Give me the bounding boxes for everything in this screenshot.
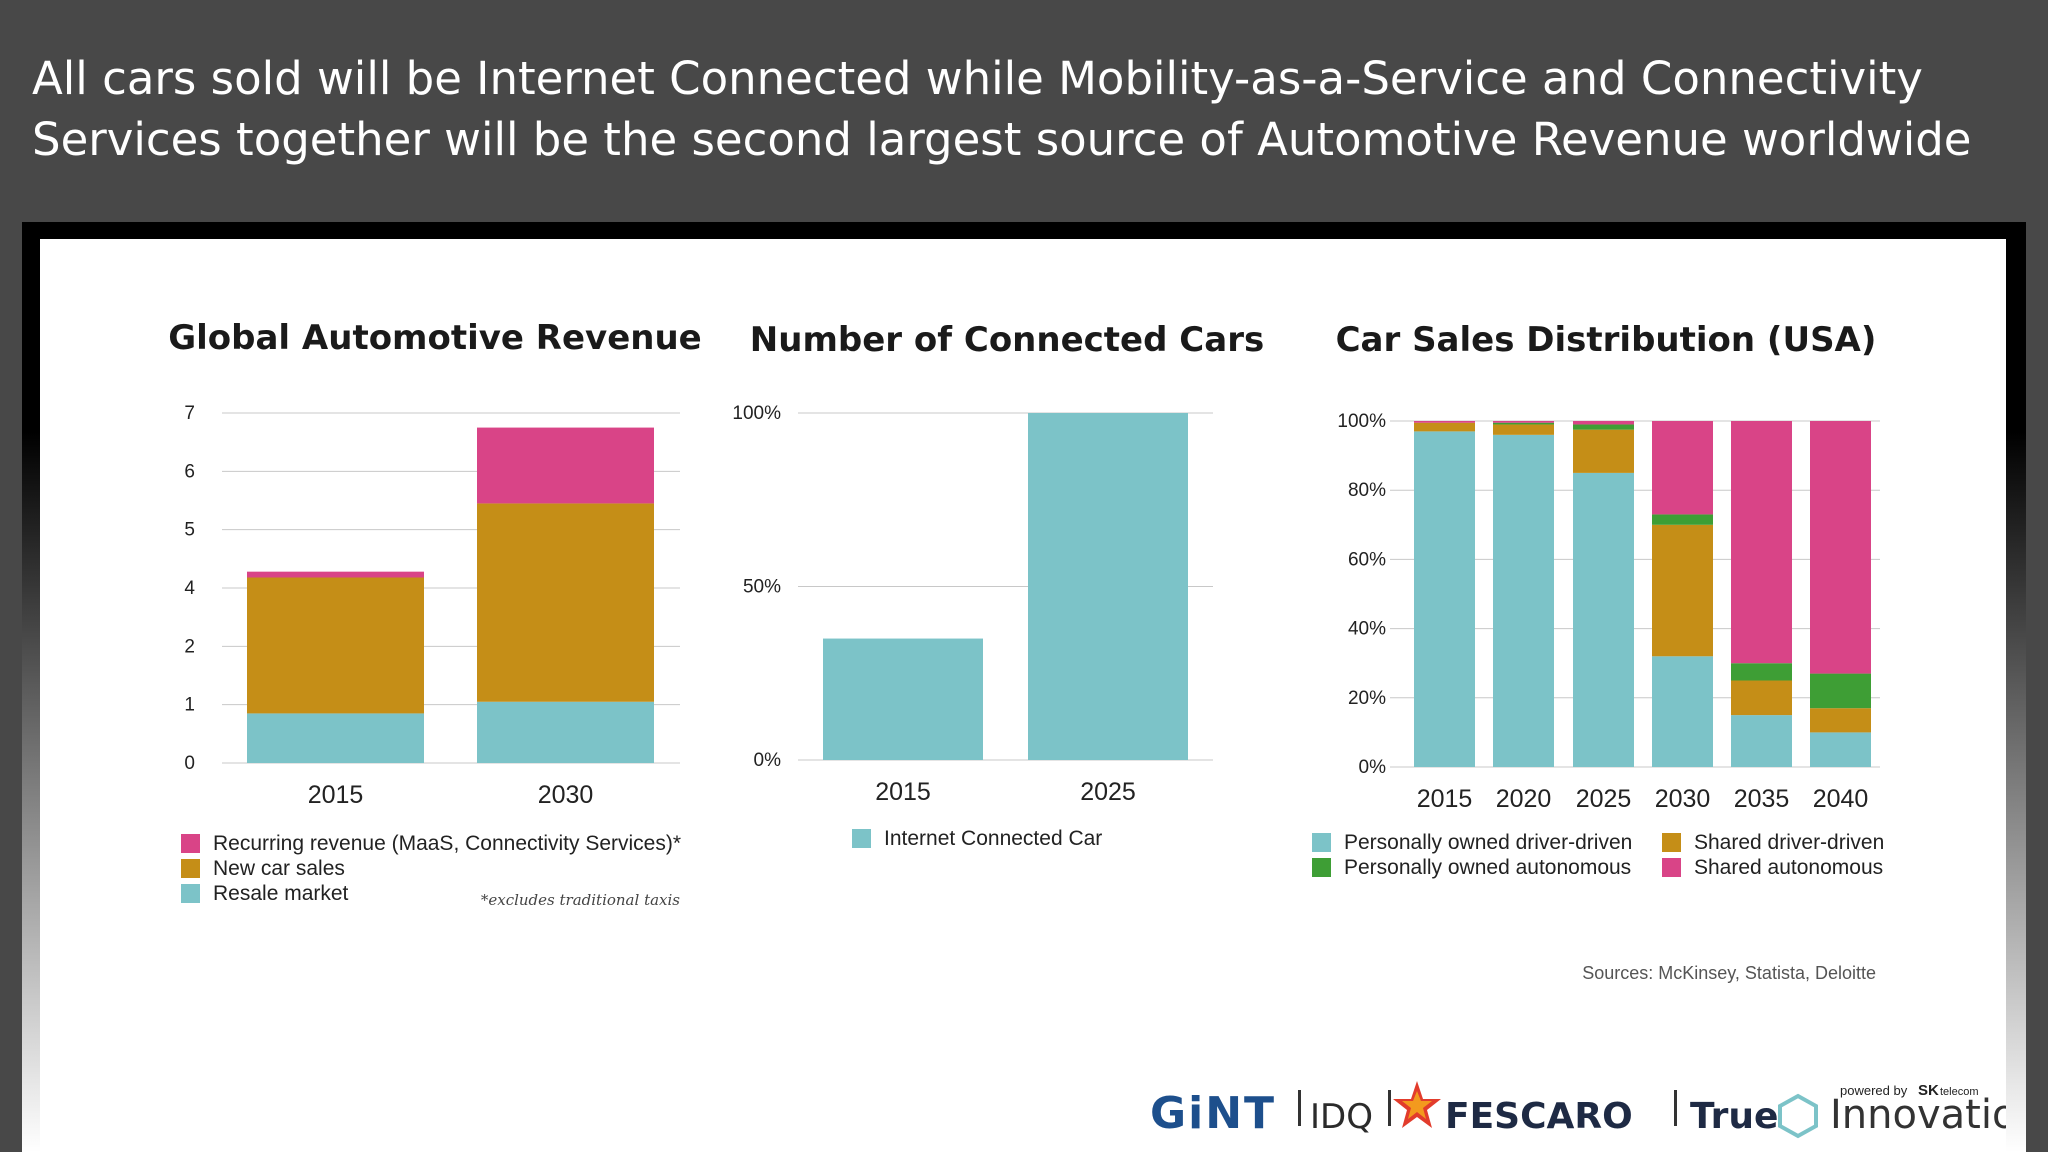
bar-segment — [1810, 732, 1871, 767]
legend-label: Personally owned autonomous — [1344, 856, 1631, 879]
fescaro-star-icon — [1393, 1081, 1441, 1128]
bar-segment — [247, 571, 424, 578]
bar-segment — [1652, 421, 1713, 515]
bar-segment — [1652, 656, 1713, 767]
y-tick-label: 100% — [732, 403, 781, 424]
chart-car-sales-distribution: Car Sales Distribution (USA) 0% 20% 40% 60% 8… — [1312, 320, 1884, 879]
true-logo: True — [1690, 1096, 1778, 1137]
y-tick-label: 6 — [184, 461, 195, 482]
y-tick-label: 4 — [184, 578, 195, 599]
fescaro-logo: FESCARO — [1445, 1096, 1633, 1137]
legend-swatch — [1312, 833, 1331, 852]
sk-logo: SK — [1918, 1082, 1939, 1099]
chart-title: Global Automotive Revenue — [168, 318, 702, 358]
bar-segment — [1493, 424, 1554, 435]
bar-segment — [1493, 421, 1554, 423]
gint-logo: GiNT — [1150, 1088, 1276, 1139]
legend-label: Shared driver-driven — [1694, 831, 1884, 854]
footnote: *excludes traditional taxis — [481, 891, 680, 909]
x-category-label: 2020 — [1496, 785, 1552, 813]
hexagon-icon — [1778, 1093, 1818, 1139]
innovation-logo: Innovation — [1830, 1092, 2006, 1138]
bar-segment — [1028, 413, 1188, 760]
legend-label: Personally owned driver-driven — [1344, 831, 1632, 854]
header-bar: All cars sold will be Internet Connected… — [0, 0, 2048, 222]
y-tick-label: 50% — [743, 577, 781, 598]
bar-segment — [1414, 421, 1475, 423]
slide: Global Automotive Revenue 0 1 2 4 5 6 7 2015 2030… — [40, 239, 2006, 1152]
bar-segment — [247, 713, 424, 763]
bar-segment — [1414, 431, 1475, 767]
bar-segment — [1810, 421, 1871, 674]
legend-label: Recurring revenue (MaaS, Connectivity Se… — [213, 832, 681, 855]
bar-segment — [1731, 663, 1792, 681]
x-category-label: 2030 — [1655, 785, 1711, 813]
bar-segment — [1731, 421, 1792, 664]
bar-segment — [1573, 429, 1634, 473]
chart-title: Car Sales Distribution (USA) — [1336, 320, 1877, 360]
y-tick-label: 5 — [184, 520, 195, 541]
page-title: All cars sold will be Internet Connected… — [32, 52, 1972, 166]
legend-swatch — [1662, 858, 1681, 877]
legend-swatch — [181, 884, 200, 903]
partner-logos: GiNT IDQ FESCARO True Innovation powered… — [1150, 1081, 2006, 1139]
bar-segment — [1731, 680, 1792, 716]
y-tick-label: 1 — [184, 695, 195, 716]
y-tick-label: 20% — [1348, 688, 1386, 709]
logo-divider — [1298, 1090, 1301, 1126]
y-tick-label: 80% — [1348, 480, 1386, 501]
chart-global-automotive-revenue: Global Automotive Revenue 0 1 2 4 5 6 7 2015 2030… — [168, 318, 702, 909]
y-tick-label: 2 — [184, 636, 195, 657]
bar-segment — [1810, 708, 1871, 733]
bar-segment — [247, 577, 424, 714]
y-tick-label: 60% — [1348, 549, 1386, 570]
bar-segment — [1493, 434, 1554, 767]
y-tick-label: 40% — [1348, 619, 1386, 640]
y-tick-label: 0% — [754, 750, 782, 771]
y-tick-label: 100% — [1337, 411, 1386, 432]
powered-by-label: powered by — [1840, 1083, 1908, 1098]
x-category-label: 2015 — [875, 778, 931, 806]
x-category-label: 2015 — [308, 781, 364, 809]
telecom-logo: telecom — [1940, 1086, 1979, 1098]
x-category-label: 2030 — [538, 781, 594, 809]
x-category-label: 2025 — [1080, 778, 1136, 806]
bar-segment — [1414, 422, 1475, 432]
bar-segment — [1810, 673, 1871, 709]
bar-segment — [1573, 424, 1634, 430]
sources-note: Sources: McKinsey, Statista, Deloitte — [1582, 963, 1876, 983]
bar-segment — [477, 503, 654, 702]
bar-segment — [1493, 422, 1554, 425]
bar-segment — [1573, 421, 1634, 425]
x-category-label: 2035 — [1734, 785, 1790, 813]
legend-label: New car sales — [213, 857, 345, 880]
x-category-label: 2025 — [1576, 785, 1632, 813]
y-tick-label: 0 — [184, 753, 195, 774]
idq-logo: IDQ — [1310, 1097, 1373, 1137]
bar-segment — [1731, 715, 1792, 767]
legend-swatch — [181, 859, 200, 878]
y-tick-label: 0% — [1359, 757, 1387, 778]
bar-segment — [823, 638, 983, 760]
legend-swatch — [852, 829, 871, 848]
chart-title: Number of Connected Cars — [750, 320, 1264, 360]
legend-swatch — [1662, 833, 1681, 852]
legend-label: Internet Connected Car — [884, 827, 1102, 850]
bar-segment — [477, 427, 654, 504]
legend-label: Resale market — [213, 882, 349, 905]
x-category-label: 2015 — [1417, 785, 1473, 813]
legend-swatch — [181, 834, 200, 853]
charts-canvas: Global Automotive Revenue 0 1 2 4 5 6 7 2015 2030… — [168, 318, 2006, 1139]
bar-segment — [1573, 472, 1634, 767]
logo-divider — [1388, 1090, 1391, 1126]
x-category-label: 2040 — [1813, 785, 1869, 813]
bar-segment — [477, 701, 654, 763]
legend-swatch — [1312, 858, 1331, 877]
bar-segment — [1652, 524, 1713, 657]
bar-segment — [1652, 514, 1713, 525]
legend-label: Shared autonomous — [1694, 856, 1883, 879]
chart-connected-cars: Number of Connected Cars 0% 50% 100% 2015 202… — [732, 320, 1264, 850]
logo-divider — [1674, 1090, 1677, 1126]
y-tick-label: 7 — [184, 403, 195, 424]
